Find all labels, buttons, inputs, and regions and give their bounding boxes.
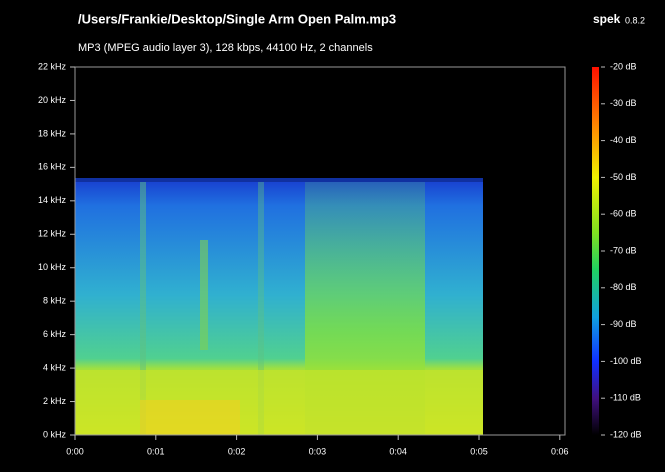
x-tick-label: 0:01 [147,446,165,456]
plot-frame [74,66,566,436]
y-tick-label: 2 kHz [43,396,67,406]
app-name: spek [593,12,621,26]
spectrogram [75,178,483,435]
x-tick-label: 0:03 [309,446,327,456]
color-scale-label: -90 dB [610,319,637,329]
y-tick-label: 6 kHz [43,329,67,339]
y-tick-label: 0 kHz [43,429,67,439]
file-info: MP3 (MPEG audio layer 3), 128 kbps, 4410… [78,42,373,54]
file-title: /Users/Frankie/Desktop/Single Arm Open P… [78,11,396,26]
x-tick-label: 0:02 [228,446,246,456]
y-tick-label: 8 kHz [43,296,67,306]
color-scale-label: -80 dB [610,282,637,292]
y-tick-label: 16 kHz [38,162,67,172]
app-version: 0.8.2 [625,15,645,25]
y-tick-label: 22 kHz [38,61,67,71]
color-scale-label: -20 dB [610,61,637,71]
color-scale-label: -40 dB [610,135,637,145]
color-scale-label: -50 dB [610,172,637,182]
y-tick-label: 18 kHz [38,128,67,138]
y-tick-label: 12 kHz [38,229,67,239]
x-tick-label: 0:05 [470,446,488,456]
color-scale-label: -110 dB [610,393,641,403]
color-scale-label: -30 dB [610,98,637,108]
color-scale-label: -70 dB [610,245,637,255]
x-tick-label: 0:04 [389,446,407,456]
y-tick-label: 14 kHz [38,195,67,205]
color-scale-label: -100 dB [610,356,642,366]
color-scale-label: -120 dB [610,429,642,439]
color-scale-label: -60 dB [610,209,637,219]
x-tick-label: 0:06 [551,446,569,456]
color-bar [592,67,599,435]
y-tick-label: 4 kHz [43,362,67,372]
x-tick-label: 0:00 [66,446,84,456]
y-tick-label: 10 kHz [38,262,67,272]
y-tick-label: 20 kHz [38,95,67,105]
